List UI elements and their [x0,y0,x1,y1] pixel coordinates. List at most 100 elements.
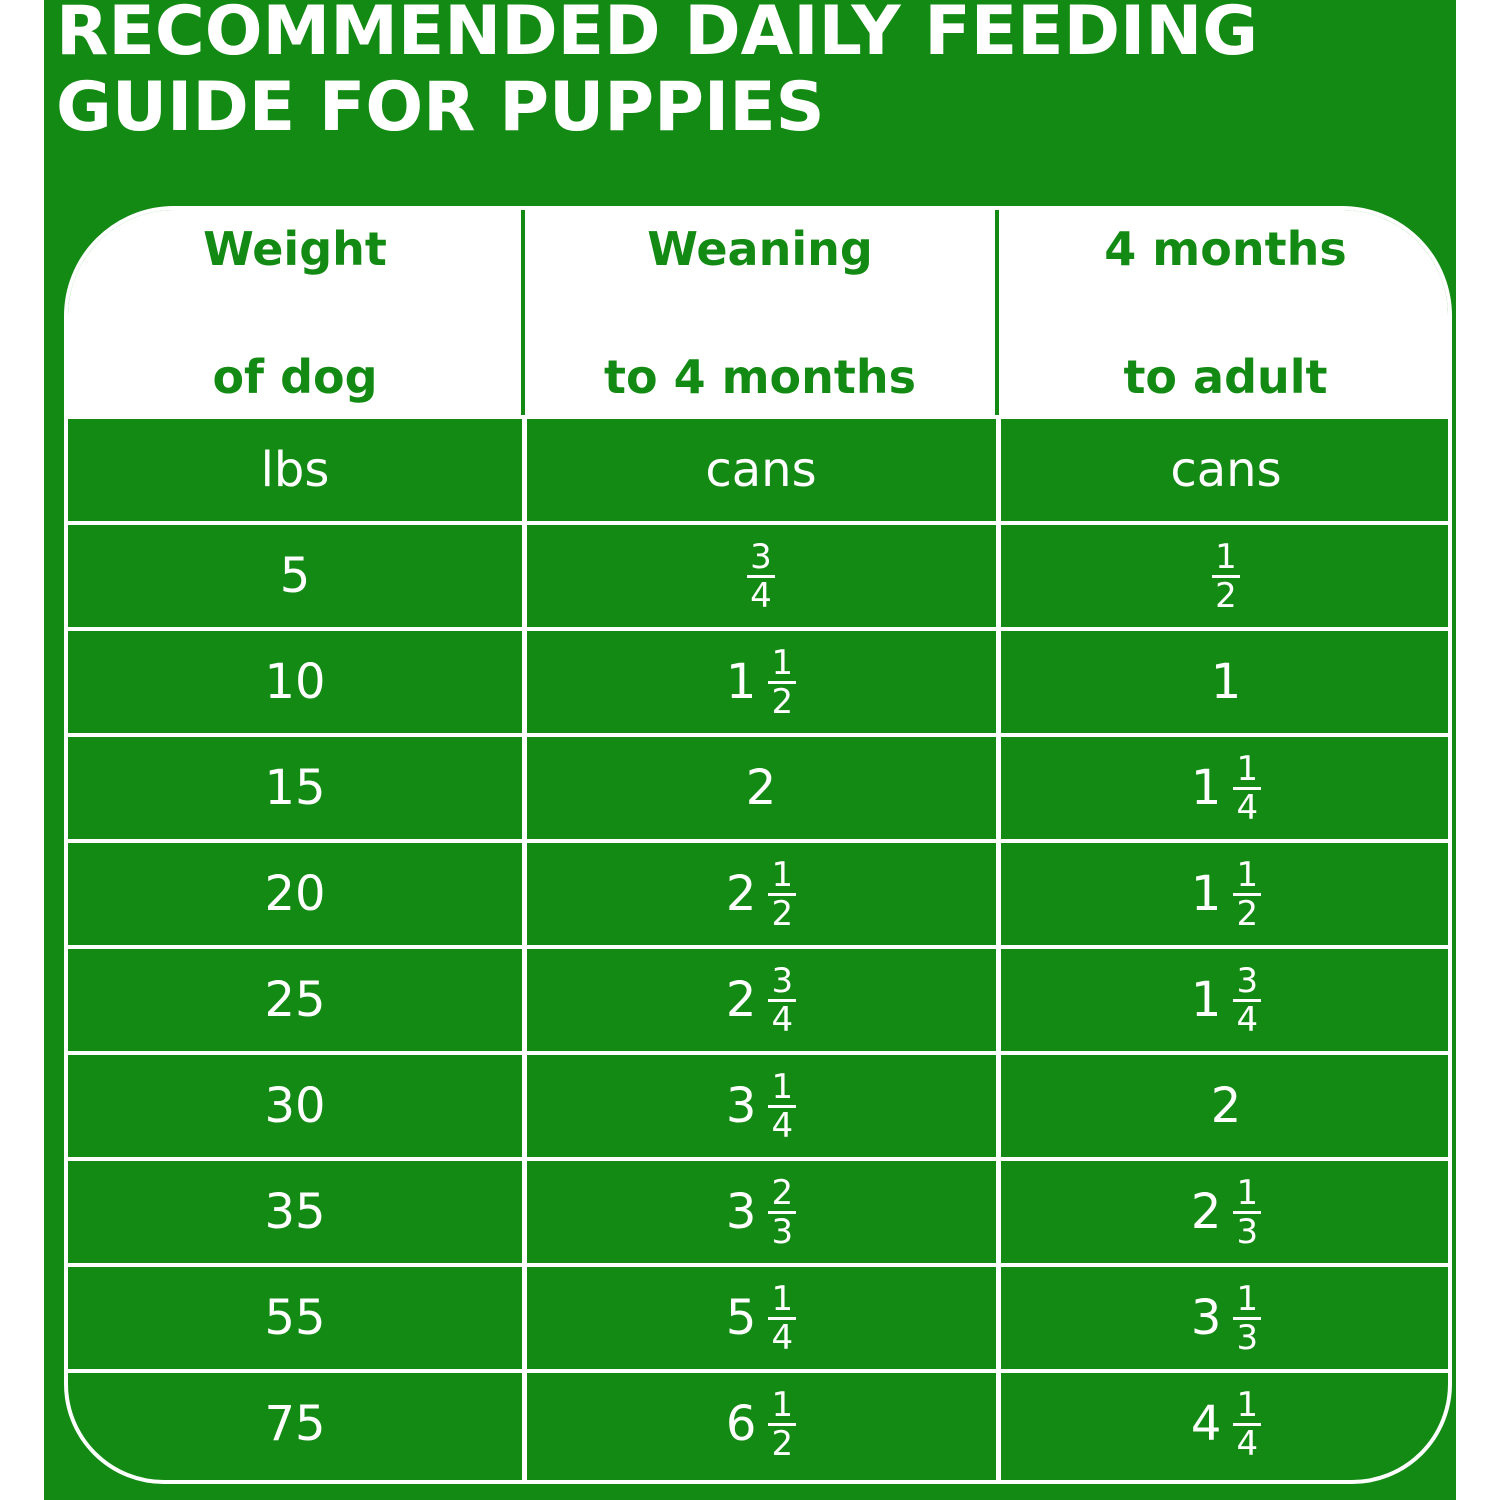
feeding-guide-panel: RECOMMENDED DAILY FEEDING GUIDE FOR PUPP… [44,0,1456,1500]
header-adult: 4 months to adult [999,210,1448,415]
column-divider-2 [996,415,1001,1480]
fraction-denominator: 4 [1236,787,1259,828]
fraction-numerator: 1 [1233,1388,1262,1426]
header-weaning: Weaning to 4 months [525,210,995,415]
table-row: 25 2 3 4 1 3 4 [68,949,1448,1055]
fraction-numerator: 1 [1233,1282,1262,1320]
page-title: RECOMMENDED DAILY FEEDING GUIDE FOR PUPP… [56,0,1258,146]
table-row: 15 2 1 1 4 [68,737,1448,843]
row-divider [68,839,1448,843]
fraction-numerator: 1 [1233,858,1262,896]
table-row: 20 2 1 2 1 1 2 [68,843,1448,949]
fraction-denominator: 4 [771,1105,794,1146]
fraction-denominator: 4 [1236,1423,1259,1464]
amount-whole: 1 [725,654,757,710]
fraction-denominator: 2 [771,1423,794,1464]
cell-weight: 5 [279,548,311,604]
amount-whole: 6 [725,1396,757,1452]
cell-weight: 30 [264,1078,326,1134]
cell-weight: 25 [264,972,326,1028]
units-weaning: cans [705,442,817,498]
row-divider [68,1263,1448,1267]
header-adult-line1: 4 months [1104,221,1347,276]
cell-weight: 35 [264,1184,326,1240]
amount-whole: 2 [725,972,757,1028]
amount-whole: 1 [1190,760,1222,816]
header-weight-line1: Weight [203,221,387,276]
fraction-numerator: 3 [768,964,797,1002]
fraction-numerator: 1 [768,1282,797,1320]
fraction-denominator: 3 [771,1211,794,1252]
amount-whole: 2 [1190,1184,1222,1240]
fraction-denominator: 3 [1236,1211,1259,1252]
units-weight: lbs [260,442,330,498]
row-divider [68,521,1448,525]
cell-weaning-cans: 2 [526,737,996,839]
fraction-numerator: 1 [768,858,797,896]
amount-whole: 3 [725,1184,757,1240]
fraction-denominator: 4 [750,575,772,616]
table-row: 35 3 2 3 2 1 3 [68,1161,1448,1267]
title-line-2: GUIDE FOR PUPPIES [56,68,825,147]
header-weight: Weight of dog [68,210,522,415]
amount-whole: 2 [745,760,777,816]
fraction-numerator: 1 [768,646,797,684]
table-row: 10 1 1 2 1 [68,631,1448,737]
row-divider [68,733,1448,737]
header-divider-2 [995,210,999,415]
header-bottom-line [68,415,1448,419]
header-weaning-line1: Weaning [647,221,873,276]
amount-whole: 1 [1190,972,1222,1028]
title-line-1: RECOMMENDED DAILY FEEDING [56,0,1259,71]
table-row: 30 3 1 4 2 [68,1055,1448,1161]
cell-weight: 20 [264,866,326,922]
cell-adult-cans: 2 [1000,1055,1448,1157]
cell-adult-cans: 1 [1000,631,1448,733]
fraction-numerator: 1 [768,1070,797,1108]
fraction-denominator: 4 [771,1317,794,1358]
header-weight-line2: of dog [212,349,378,404]
fraction-numerator: 3 [747,540,775,578]
row-divider [68,1369,1448,1373]
fraction-denominator: 2 [771,893,794,934]
header-weaning-line2: to 4 months [603,349,917,404]
fraction-denominator: 2 [771,681,794,722]
cell-weight: 10 [264,654,326,710]
fraction-numerator: 3 [1233,964,1262,1002]
fraction-numerator: 1 [1212,540,1240,578]
table-row: 75 6 1 2 4 1 4 [68,1373,1448,1479]
table-row: 55 5 1 4 3 1 3 [68,1267,1448,1373]
amount-whole: 1 [1210,654,1242,710]
row-divider [68,945,1448,949]
header-divider-1 [521,210,525,415]
row-divider [68,627,1448,631]
fraction-numerator: 1 [1233,1176,1262,1214]
feeding-table: Weight of dog Weaning to 4 months 4 mont… [64,206,1452,1484]
fraction-denominator: 3 [1236,1317,1259,1358]
cell-weight: 55 [264,1290,326,1346]
amount-whole: 2 [1210,1078,1242,1134]
fraction-numerator: 2 [768,1176,797,1214]
amount-whole: 3 [725,1078,757,1134]
fraction-denominator: 2 [1236,893,1259,934]
